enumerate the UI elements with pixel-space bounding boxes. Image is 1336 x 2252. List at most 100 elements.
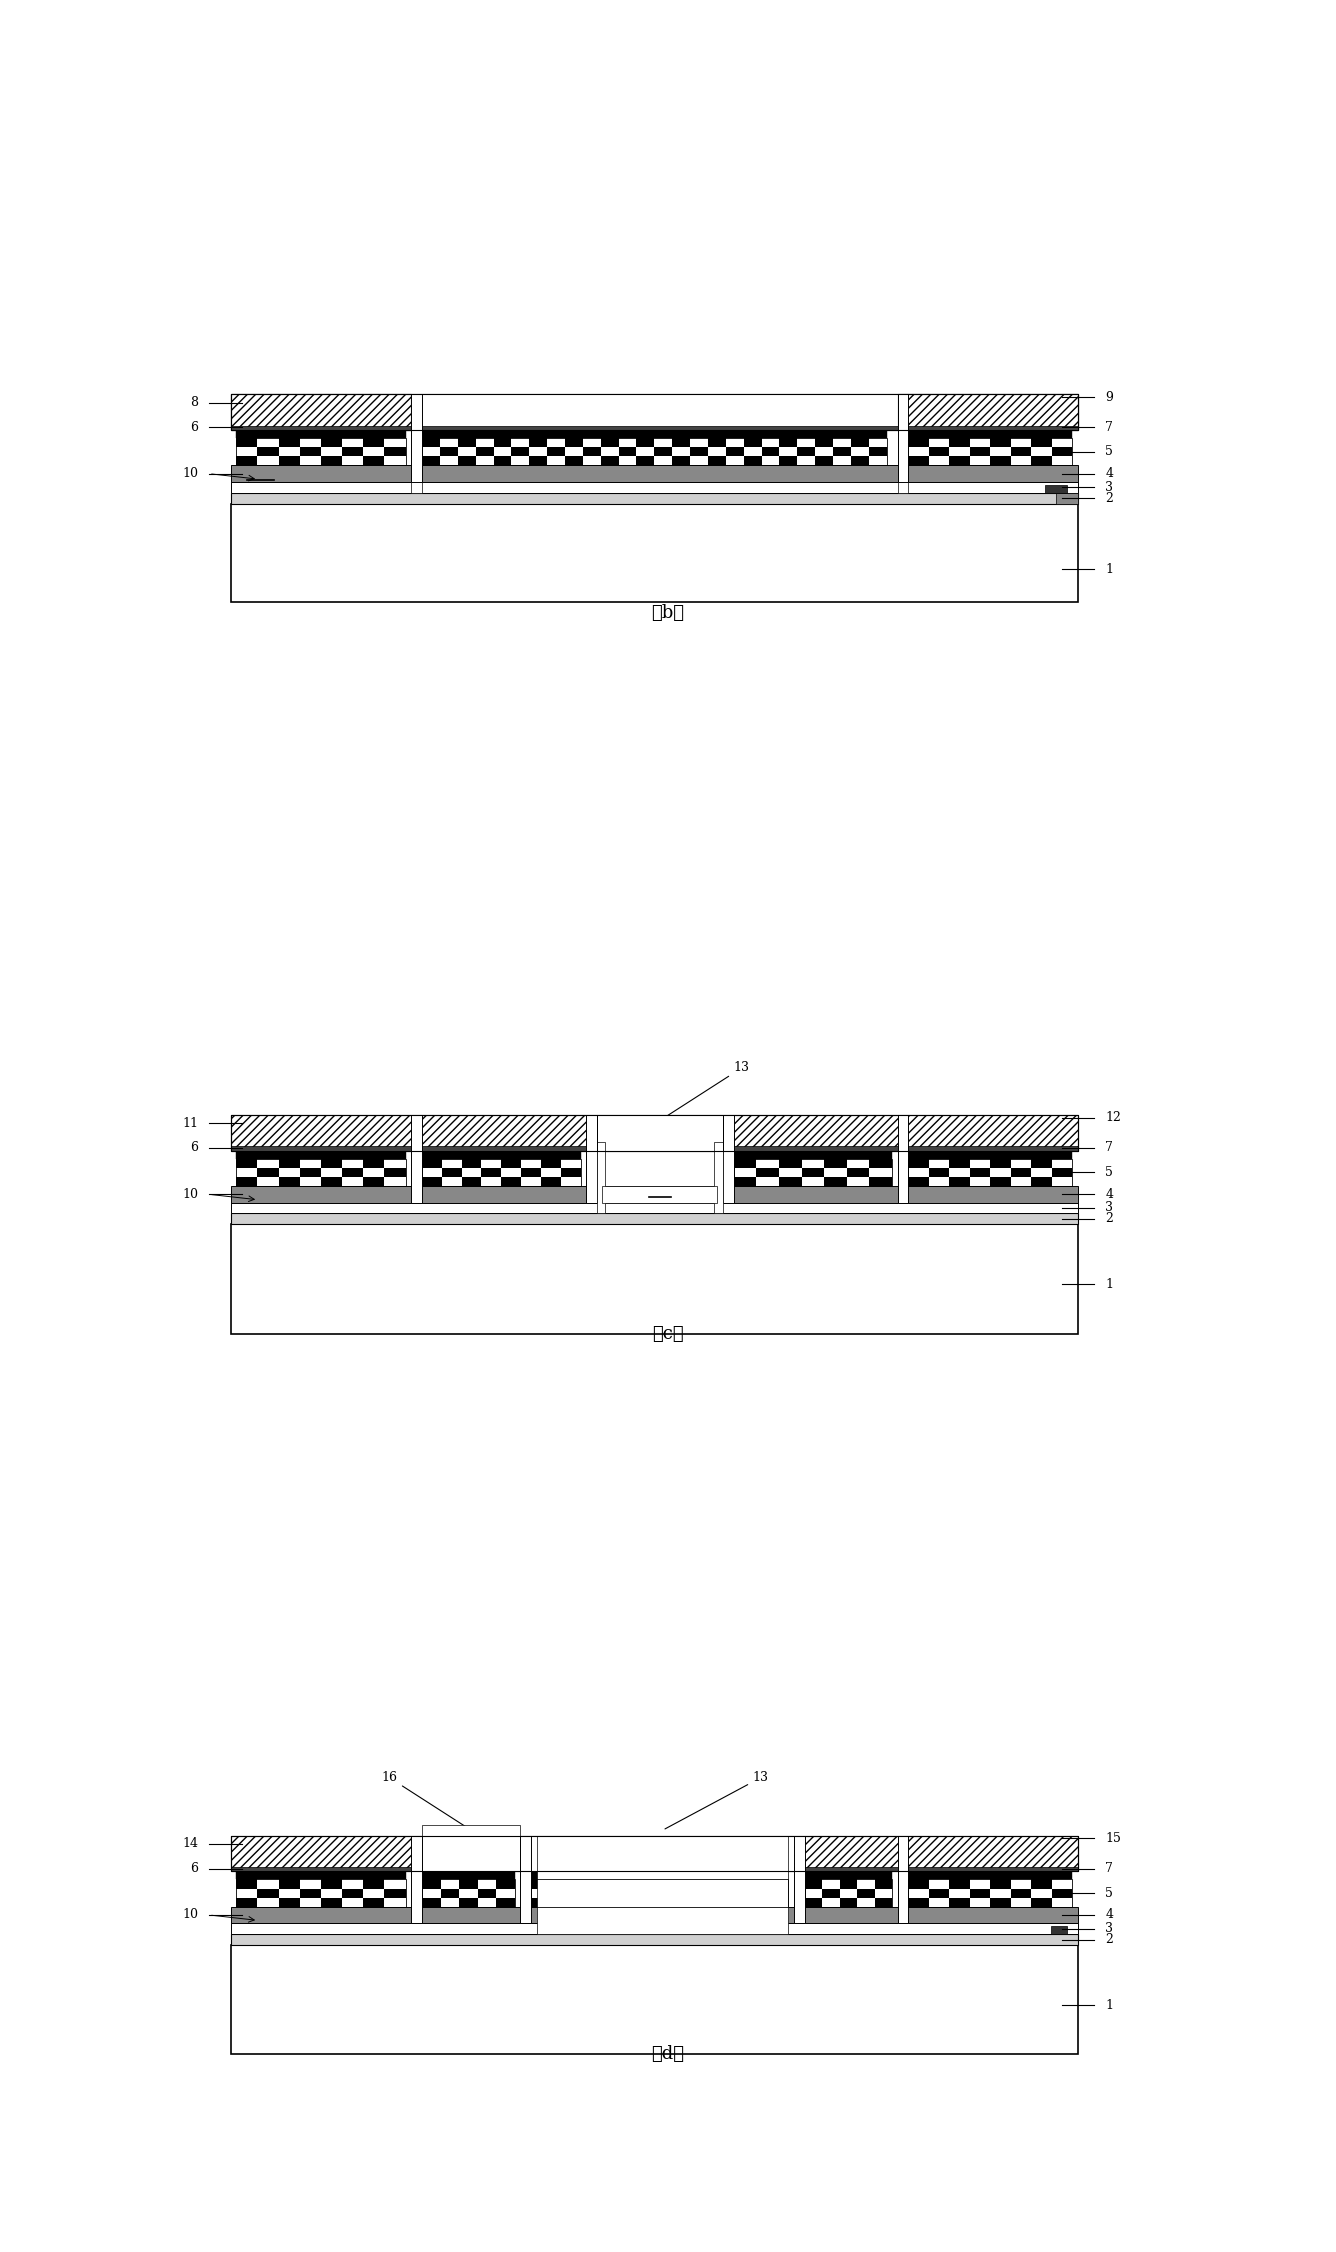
Bar: [744, 439, 762, 448]
Bar: [990, 1898, 1011, 1907]
Bar: [363, 1880, 385, 1889]
Bar: [532, 1889, 553, 1898]
Bar: [321, 1178, 342, 1187]
Bar: [617, 1889, 639, 1898]
Bar: [703, 1889, 724, 1898]
Bar: [501, 1169, 521, 1178]
Text: 5: 5: [1105, 1167, 1113, 1180]
Bar: [822, 1898, 839, 1907]
Bar: [342, 1178, 363, 1187]
Bar: [363, 457, 385, 466]
Bar: [1011, 1880, 1031, 1889]
Bar: [231, 394, 1078, 430]
Bar: [481, 1169, 501, 1178]
Bar: [639, 1898, 660, 1907]
Bar: [279, 439, 299, 448]
Bar: [561, 1160, 581, 1169]
Bar: [851, 448, 868, 457]
Bar: [1011, 1178, 1031, 1187]
Bar: [708, 457, 725, 466]
Bar: [672, 439, 691, 448]
Bar: [442, 1178, 462, 1187]
Bar: [950, 1178, 970, 1187]
Bar: [236, 1160, 258, 1169]
Text: 6: 6: [190, 1862, 198, 1876]
Bar: [929, 448, 950, 457]
Bar: [724, 1880, 745, 1889]
Bar: [582, 457, 601, 466]
Bar: [596, 1898, 617, 1907]
Bar: [756, 1169, 779, 1178]
Bar: [231, 482, 1078, 493]
Bar: [908, 439, 1073, 466]
Text: 7: 7: [1105, 1142, 1113, 1155]
Bar: [908, 439, 929, 448]
Bar: [908, 1880, 1073, 1907]
Bar: [824, 1178, 847, 1187]
Bar: [601, 448, 619, 457]
Bar: [1031, 1898, 1051, 1907]
Bar: [279, 1160, 299, 1169]
Bar: [532, 1871, 788, 1880]
Bar: [691, 448, 708, 457]
Bar: [619, 439, 636, 448]
Bar: [231, 1115, 1078, 1151]
Bar: [1051, 1178, 1073, 1187]
Text: 1: 1: [1105, 563, 1113, 577]
Bar: [1011, 1169, 1031, 1178]
Text: 10: 10: [182, 1907, 198, 1921]
Bar: [672, 457, 691, 466]
Bar: [691, 439, 708, 448]
Bar: [529, 439, 548, 448]
Bar: [802, 1178, 824, 1187]
Bar: [363, 439, 385, 448]
Bar: [231, 1907, 1078, 1923]
Bar: [422, 1871, 514, 1880]
Bar: [385, 439, 406, 448]
Bar: [441, 1880, 460, 1889]
Text: 10: 10: [182, 1187, 198, 1200]
Bar: [908, 1871, 1073, 1880]
Bar: [655, 448, 672, 457]
Bar: [929, 1898, 950, 1907]
Bar: [561, 1169, 581, 1178]
Bar: [385, 457, 406, 466]
Bar: [565, 448, 582, 457]
Bar: [655, 439, 672, 448]
Bar: [236, 457, 258, 466]
Bar: [574, 1880, 596, 1889]
Bar: [299, 457, 321, 466]
Bar: [603, 1187, 717, 1203]
Bar: [258, 1160, 279, 1169]
Bar: [929, 1178, 950, 1187]
Bar: [553, 1889, 574, 1898]
Bar: [537, 1835, 788, 1934]
Text: 12: 12: [1105, 1110, 1121, 1124]
Bar: [725, 439, 744, 448]
Bar: [824, 1169, 847, 1178]
Bar: [462, 1178, 481, 1187]
Bar: [798, 439, 815, 448]
Bar: [1051, 1889, 1073, 1898]
Bar: [422, 1880, 514, 1907]
Bar: [898, 394, 908, 482]
Bar: [236, 448, 258, 457]
Text: （d）: （d）: [652, 2045, 684, 2063]
Bar: [385, 1889, 406, 1898]
Bar: [231, 1203, 1078, 1214]
Bar: [847, 1160, 870, 1169]
Bar: [512, 457, 529, 466]
Bar: [462, 1160, 481, 1169]
Bar: [476, 448, 493, 457]
Bar: [279, 457, 299, 466]
Text: 2: 2: [1105, 491, 1113, 504]
Bar: [1011, 457, 1031, 466]
Bar: [723, 1115, 733, 1203]
Bar: [703, 1880, 724, 1889]
Bar: [990, 448, 1011, 457]
Bar: [908, 1169, 929, 1178]
Bar: [708, 439, 725, 448]
Bar: [804, 1889, 822, 1898]
Bar: [804, 1898, 822, 1907]
Bar: [767, 1880, 788, 1889]
